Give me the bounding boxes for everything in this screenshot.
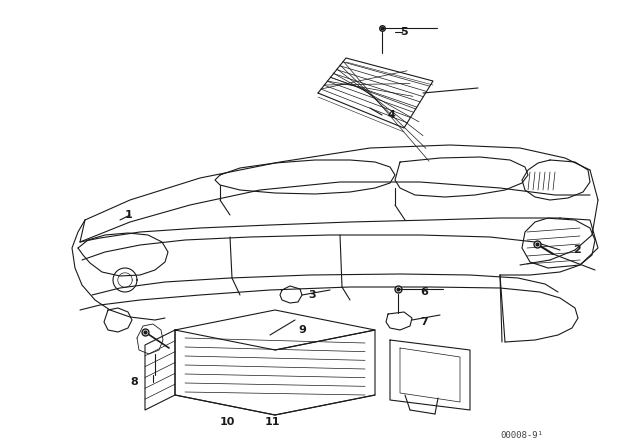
Text: 1: 1	[125, 210, 132, 220]
Text: 00008-9¹: 00008-9¹	[500, 431, 543, 439]
Text: 10: 10	[220, 417, 236, 427]
Text: 9: 9	[298, 325, 306, 335]
Text: 5: 5	[400, 27, 408, 37]
Text: 2: 2	[573, 245, 580, 255]
Text: 3: 3	[308, 290, 316, 300]
Text: 6: 6	[420, 287, 428, 297]
Text: 8: 8	[130, 377, 138, 387]
Text: 7: 7	[420, 317, 428, 327]
Text: 4: 4	[388, 110, 396, 120]
Text: 11: 11	[265, 417, 280, 427]
